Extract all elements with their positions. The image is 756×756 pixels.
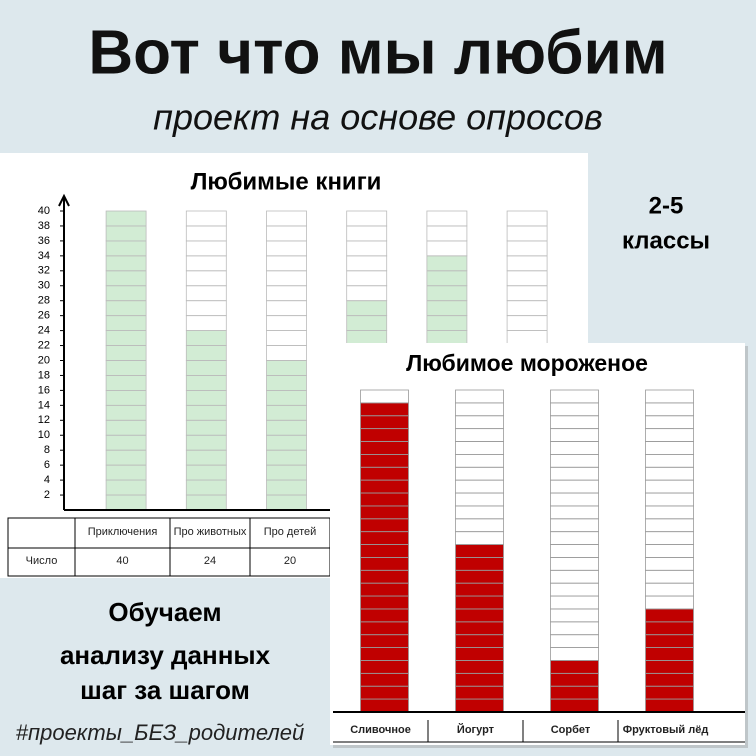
subtitle: проект на основе опросов (153, 97, 603, 138)
title: Вот что мы любим (88, 18, 667, 87)
y-tick-label: 40 (38, 205, 50, 217)
cell-outline (550, 389, 599, 404)
cell-outline (506, 210, 548, 227)
cell-text: Фруктовый лёд (622, 724, 709, 737)
table-cell: Сорбет (550, 724, 591, 737)
cell-outline (105, 210, 147, 227)
y-tick-label: 8 (44, 444, 50, 456)
table-cell: Фруктовый лёд (622, 724, 709, 737)
y-tick-label: 2 (44, 489, 50, 501)
y-tick-label: 26 (38, 310, 50, 322)
cell-text: Сорбет (550, 724, 591, 737)
cell-text: Сливочное (350, 724, 411, 737)
tagline: шаг за шагом (80, 675, 250, 705)
table-cell: Число (25, 555, 58, 568)
cell-text: Йогурт (456, 724, 495, 737)
cell-outline (185, 210, 227, 227)
axis-arrow (58, 193, 70, 207)
y-tick-label: 14 (38, 399, 50, 411)
cell-outline (360, 389, 409, 404)
y-tick-label: 16 (38, 384, 50, 396)
table-cell: Сливочное (350, 724, 411, 737)
bar (455, 544, 504, 712)
y-tick-label: 6 (44, 459, 50, 471)
icecream-chart: Любимое мороженое Сливочное Йогурт Сорбет Фр… (330, 343, 748, 748)
y-tick-label: 18 (38, 369, 50, 381)
y-tick-label: 32 (38, 265, 50, 277)
y-tick-label: 22 (38, 339, 50, 351)
y-tick-label: 34 (38, 250, 50, 262)
tagline: Обучаем (108, 597, 221, 627)
y-tick-label: 12 (38, 414, 50, 426)
y-tick-label: 20 (38, 354, 50, 366)
cell-text: Про животных (173, 526, 247, 539)
tagline: анализу данных (60, 640, 271, 670)
y-tick-label: 28 (38, 295, 50, 307)
cell-outline (426, 210, 468, 227)
cell-text: Про детей (263, 526, 317, 539)
table-cell: 24 (203, 555, 217, 568)
y-tick-label: 36 (38, 235, 50, 247)
chart-title: Любимые книги (191, 168, 382, 195)
cell-text: Приключения (87, 526, 158, 539)
cell-text: 40 (116, 555, 129, 568)
table-cell: 40 (116, 555, 129, 568)
table-cell: Про животных (173, 526, 247, 539)
table-cell: Йогурт (456, 724, 495, 737)
table-cell: Приключения (87, 526, 158, 539)
chart-title: Любимое мороженое (406, 350, 648, 376)
cell-text: Число (25, 555, 58, 568)
cell-outline (645, 389, 694, 404)
cell-text: 20 (283, 555, 297, 568)
cell-outline (266, 210, 307, 227)
cell-text: 24 (203, 555, 217, 568)
grades: классы (622, 227, 710, 254)
y-tick-label: 30 (38, 280, 50, 292)
cell-outline (455, 389, 504, 404)
table-cell: Про детей (263, 526, 317, 539)
y-tick-label: 10 (38, 429, 50, 441)
y-tick-label: 4 (44, 474, 50, 486)
hashtag: #проекты_БЕЗ_родителей (16, 720, 305, 745)
y-tick-label: 24 (38, 325, 50, 337)
grades: 2-5 (649, 192, 684, 219)
cell-outline (346, 210, 388, 227)
table-cell: 20 (283, 555, 297, 568)
y-tick-label: 38 (38, 220, 50, 232)
